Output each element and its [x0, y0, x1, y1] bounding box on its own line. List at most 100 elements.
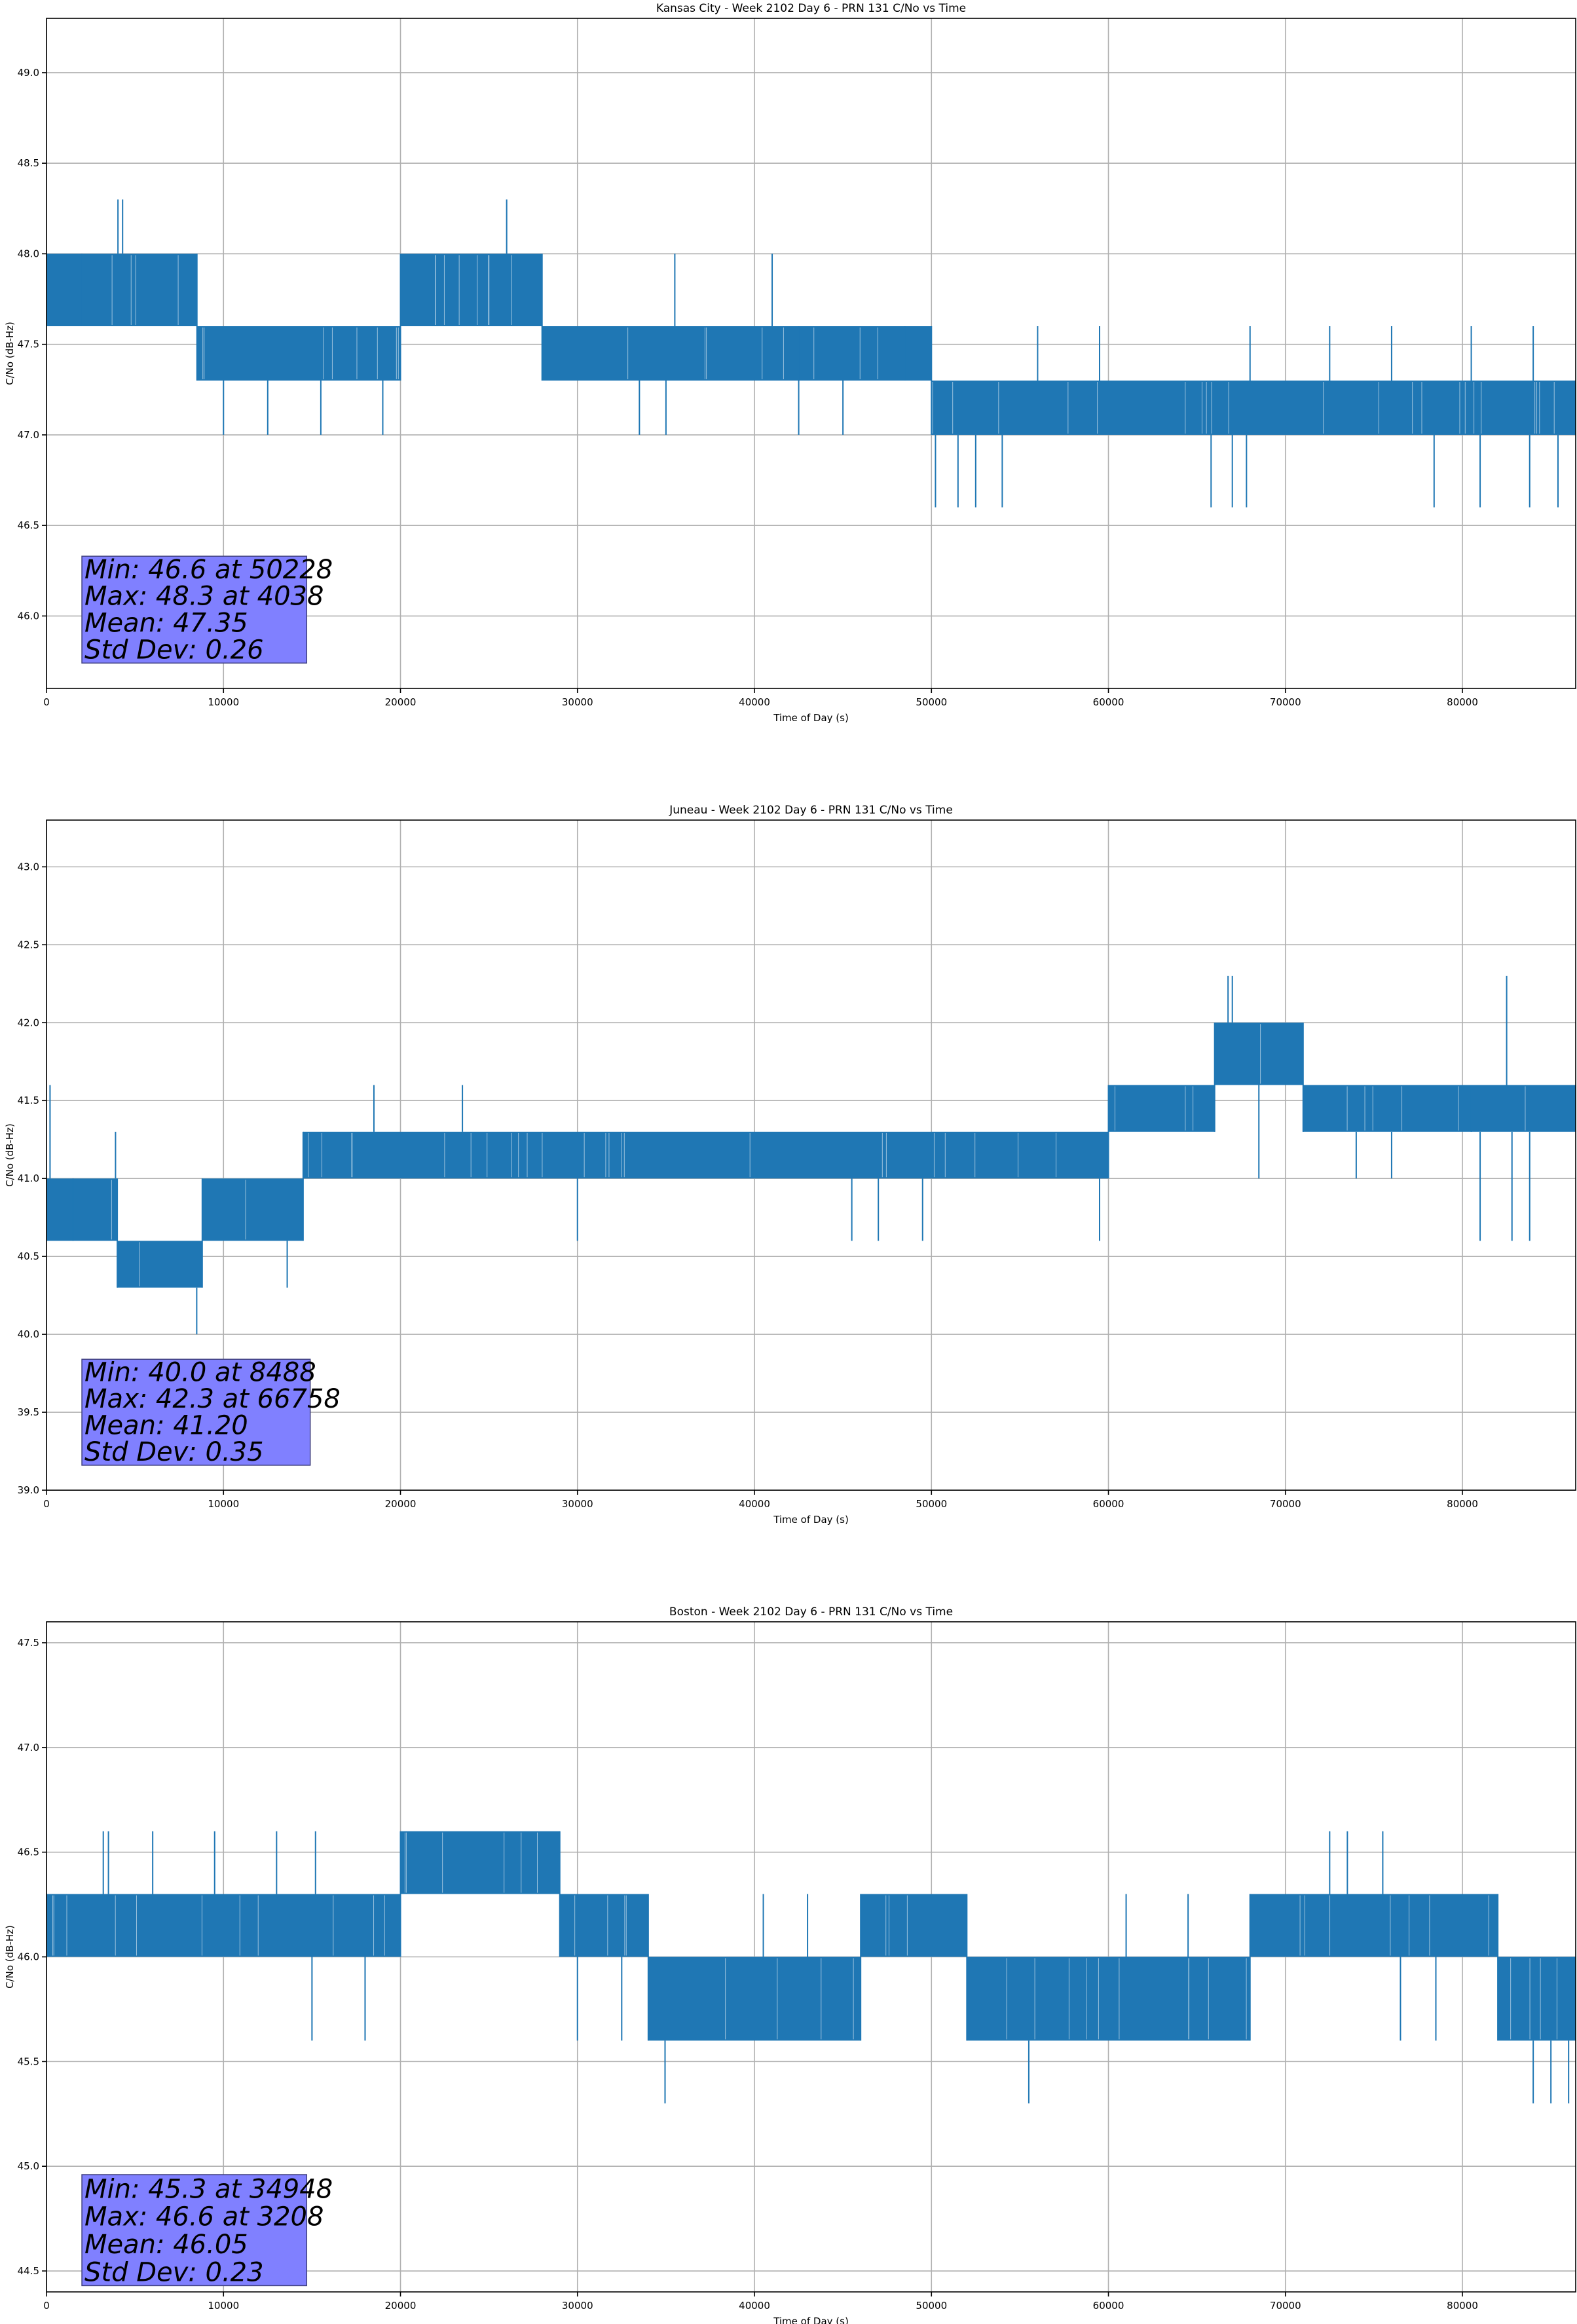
y-axis-label: C/No (dB-Hz): [4, 1925, 16, 1989]
y-tick-label: 47.0: [18, 429, 39, 441]
y-tick-label: 42.5: [18, 939, 39, 950]
subplot-boston: 0 10000 20000 30000 40000 50000 60000 70000 8000…: [4, 1605, 1576, 2324]
subplot-kansas-city: 0 10000 20000 30000 40000 50000 60000 70000 8000…: [4, 2, 1576, 724]
x-tick-label: 80000: [1447, 696, 1478, 708]
series-line: [46, 975, 1576, 1335]
data-band: [967, 1957, 1250, 2041]
data-band: [1498, 1957, 1576, 2041]
stats-box: [81, 1359, 311, 1466]
data-band: [303, 1131, 1109, 1179]
x-tick-label: 60000: [1093, 2300, 1124, 2312]
stats-line: Mean: 47.35: [84, 609, 248, 639]
data-band: [117, 1241, 202, 1288]
x-tick-label: 10000: [208, 696, 239, 708]
stats-line: Min: 46.6 at 50228: [84, 555, 333, 585]
stats-line: Max: 42.3 at 66758: [84, 1384, 341, 1414]
x-tick-label: 30000: [562, 696, 593, 708]
stats-line: Min: 45.3 at 34948: [84, 2174, 333, 2204]
x-tick-label: 20000: [385, 1498, 417, 1510]
data-band: [1214, 1022, 1303, 1085]
stats-line: Std Dev: 0.35: [84, 1437, 264, 1467]
stats-box: [81, 555, 308, 664]
data-band: [46, 1894, 401, 1957]
y-tick-label: 45.5: [18, 2055, 39, 2067]
data-band: [861, 1894, 967, 1957]
data-band: [82, 253, 197, 327]
y-tick-label: 48.0: [18, 248, 39, 259]
y-axis-label: C/No (dB-Hz): [4, 322, 16, 385]
x-tick-label: 0: [43, 2300, 50, 2312]
data-band: [798, 326, 932, 381]
y-tick-label: 47.0: [18, 1742, 39, 1753]
y-tick-label: 46.5: [18, 1846, 39, 1858]
stats-line: Mean: 46.05: [84, 2230, 248, 2260]
y-tick-label: 40.5: [18, 1250, 39, 1262]
x-tick-label: 20000: [385, 2300, 417, 2312]
data-band: [1303, 1085, 1472, 1132]
x-tick-label: 10000: [208, 1498, 239, 1510]
data-band: [196, 326, 401, 381]
y-tick-label: 48.5: [18, 157, 39, 169]
data-band: [931, 380, 1576, 435]
x-tick-label: 60000: [1093, 696, 1124, 708]
subplot-juneau: 0 10000 20000 30000 40000 50000 60000 70000 8000…: [4, 804, 1576, 1526]
stats-line: Max: 48.3 at 4038: [84, 582, 324, 612]
y-tick-label: 44.5: [18, 2265, 39, 2277]
y-tick-label: 42.0: [18, 1017, 39, 1028]
y-tick-label: 39.0: [18, 1484, 39, 1496]
x-tick-label: 40000: [739, 696, 770, 708]
x-tick-label: 70000: [1270, 1498, 1301, 1510]
series-line: [46, 199, 1576, 508]
axes-frame: [46, 18, 1576, 689]
data-band: [1108, 1085, 1215, 1132]
x-tick-label: 70000: [1270, 2300, 1301, 2312]
y-tick-label: 47.5: [18, 1637, 39, 1649]
data-band: [400, 1831, 560, 1894]
y-tick-label: 43.0: [18, 861, 39, 872]
y-tick-label: 41.0: [18, 1172, 39, 1184]
chart-title: Boston - Week 2102 Day 6 - PRN 131 C/No …: [669, 1605, 953, 1619]
y-axis-label: C/No (dB-Hz): [4, 1123, 16, 1187]
x-tick-label: 60000: [1093, 1498, 1124, 1510]
data-band: [559, 1894, 648, 1957]
data-band: [46, 1178, 73, 1241]
data-band: [202, 1178, 303, 1241]
x-tick-label: 30000: [562, 2300, 593, 2312]
y-tick-label: 40.0: [18, 1328, 39, 1340]
y-tick-label: 45.0: [18, 2160, 39, 2172]
x-axis-label: Time of Day (s): [773, 1514, 849, 1526]
data-band: [648, 1957, 861, 2041]
data-band: [400, 253, 542, 327]
y-tick-label: 39.5: [18, 1406, 39, 1418]
x-tick-label: 80000: [1447, 1498, 1478, 1510]
x-tick-label: 50000: [916, 2300, 947, 2312]
y-tick-label: 46.0: [18, 610, 39, 622]
stats-line: Std Dev: 0.23: [84, 2257, 264, 2287]
x-tick-label: 20000: [385, 696, 417, 708]
x-tick-label: 50000: [916, 696, 947, 708]
x-tick-label: 80000: [1447, 2300, 1478, 2312]
data-band: [1250, 1894, 1498, 1957]
y-tick-label: 41.5: [18, 1095, 39, 1106]
stats-line: Min: 40.0 at 8488: [84, 1358, 316, 1388]
x-axis-label: Time of Day (s): [773, 712, 849, 724]
data-band: [46, 253, 83, 327]
x-tick-label: 50000: [916, 1498, 947, 1510]
x-tick-label: 40000: [739, 1498, 770, 1510]
x-tick-label: 0: [43, 696, 50, 708]
chart-title: Juneau - Week 2102 Day 6 - PRN 131 C/No …: [669, 804, 953, 817]
x-tick-label: 10000: [208, 2300, 239, 2312]
stats-line: Std Dev: 0.26: [84, 635, 264, 665]
x-tick-label: 40000: [739, 2300, 770, 2312]
stats-line: Max: 46.6 at 3208: [84, 2202, 324, 2232]
x-axis-label: Time of Day (s): [773, 2315, 849, 2324]
x-tick-label: 70000: [1270, 696, 1301, 708]
data-band: [542, 326, 799, 381]
axes-frame: [46, 819, 1576, 1491]
chart-title: Kansas City - Week 2102 Day 6 - PRN 131 …: [656, 2, 966, 15]
x-tick-label: 30000: [562, 1498, 593, 1510]
y-tick-label: 47.5: [18, 339, 39, 350]
y-tick-label: 46.5: [18, 519, 39, 531]
y-tick-label: 49.0: [18, 67, 39, 79]
